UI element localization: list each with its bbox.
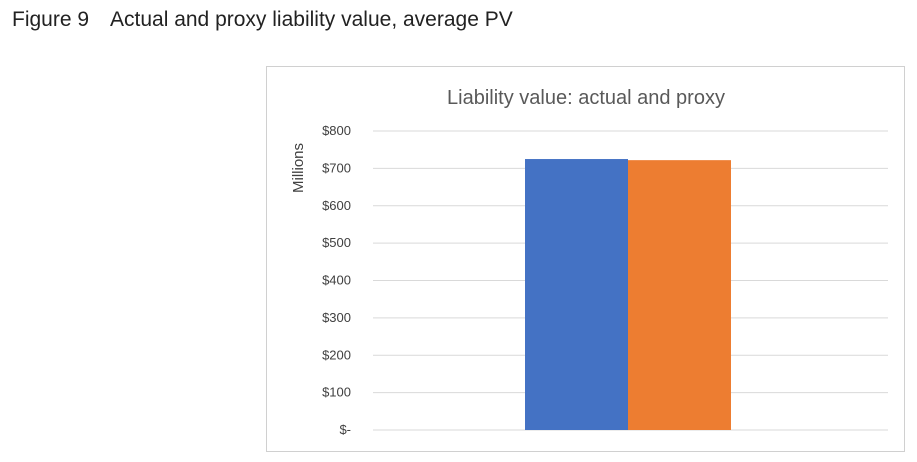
y-tick-label: $300 <box>322 310 351 325</box>
bar-series-2 <box>628 160 731 430</box>
y-tick-label: $800 <box>322 123 351 138</box>
y-tick-labels: $- $100 $200 $300 $400 $500 $600 $700 $800 <box>322 123 351 437</box>
bar-series-1 <box>525 159 628 430</box>
figure-number: Figure 9 <box>12 8 90 31</box>
y-tick-label: $- <box>339 422 351 437</box>
y-axis-label: Millions <box>290 143 307 193</box>
y-tick-label: $400 <box>322 273 351 288</box>
y-tick-label: $200 <box>322 347 351 362</box>
y-tick-label: $700 <box>322 160 351 175</box>
figure-caption: Figure 9 Actual and proxy liability value… <box>12 8 513 32</box>
bars <box>525 159 731 430</box>
figure-title: Actual and proxy liability value, averag… <box>110 8 513 31</box>
y-tick-label: $100 <box>322 385 351 400</box>
y-tick-label: $600 <box>322 198 351 213</box>
chart-title: Liability value: actual and proxy <box>447 87 725 109</box>
y-tick-label: $500 <box>322 235 351 250</box>
